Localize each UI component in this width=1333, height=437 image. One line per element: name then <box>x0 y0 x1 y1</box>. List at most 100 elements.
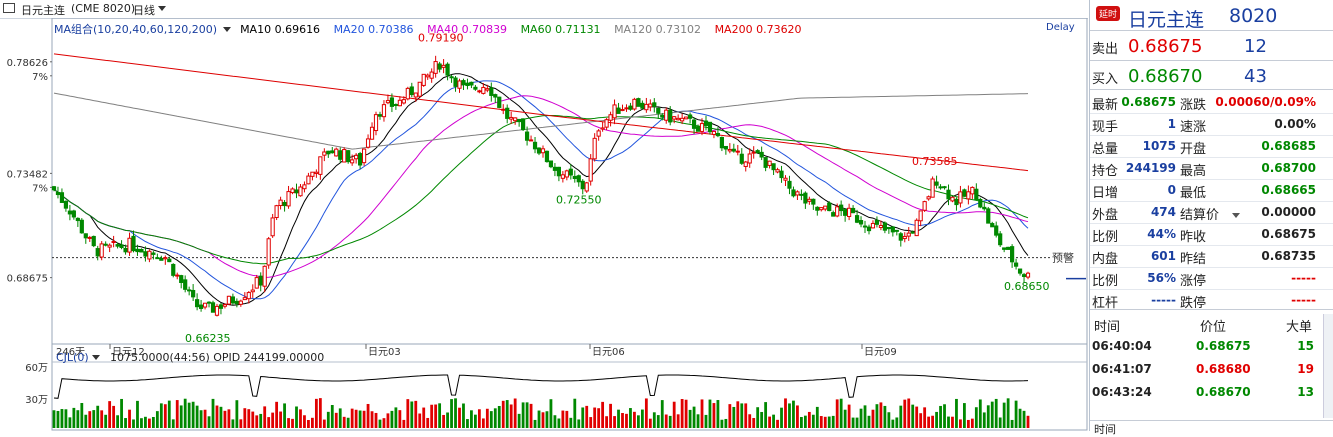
candle-body <box>131 235 136 252</box>
candle-body <box>815 206 820 211</box>
volume-bar <box>287 418 290 428</box>
sell-qty: 12 <box>1244 36 1267 57</box>
stat-label: 日增 <box>1092 186 1119 201</box>
candle-body <box>385 100 391 104</box>
candle-body <box>552 166 558 171</box>
volume-bar <box>398 410 402 428</box>
volume-bar <box>378 419 382 428</box>
quote-row: 外盘 474 结算价 0.00000 <box>1090 202 1333 223</box>
candle-body <box>644 103 649 111</box>
volume-bar <box>899 405 903 428</box>
ma120-line <box>53 92 1029 150</box>
candle-body <box>143 251 148 257</box>
volume-bar <box>1018 408 1022 428</box>
volume-bar <box>394 407 398 428</box>
volume-bar <box>974 407 978 428</box>
candle-body <box>624 107 629 110</box>
candle-body <box>485 88 490 91</box>
candle-body <box>222 304 228 307</box>
volume-bar <box>151 416 155 428</box>
volume-bar <box>215 405 219 428</box>
candle-body <box>365 138 371 148</box>
tick-lots: 15 <box>1297 339 1314 353</box>
chevron-down-icon[interactable] <box>91 355 100 360</box>
ma10-value: MA10 0.69616 <box>240 23 321 36</box>
price-tick-label: 7% <box>32 183 48 194</box>
volume-bar <box>203 409 207 428</box>
volume-bar <box>843 409 847 428</box>
ma200-value: MA200 0.73620 <box>714 23 802 36</box>
kline-chart[interactable]: 0.78626 7% 0.73482 7% 0.68675 246天 日元12 日元03 日元0… <box>0 17 1088 431</box>
volume-bar <box>314 398 318 428</box>
candle-body <box>159 257 164 261</box>
candle-body <box>258 275 263 286</box>
volume-bar <box>195 405 199 428</box>
candle-body <box>505 107 510 119</box>
volume-indicator-title[interactable]: CJL(0) <box>56 351 102 364</box>
candle-body <box>691 119 697 129</box>
candle-body <box>71 210 76 218</box>
candle-body <box>513 117 518 122</box>
stat-value: 0.68675 <box>1261 227 1316 241</box>
chevron-down-icon[interactable] <box>222 27 231 32</box>
volume-bar <box>621 413 624 428</box>
volume-bar <box>851 417 855 428</box>
candle-body <box>282 201 287 207</box>
candle-body <box>95 248 100 257</box>
candle-body <box>314 171 319 174</box>
stat-value: 0.68685 <box>1261 139 1316 153</box>
candle-body <box>167 258 172 263</box>
volume-bar <box>358 410 362 428</box>
volume-bar <box>1014 400 1018 428</box>
kline-svg[interactable]: 0.78626 7% 0.73482 7% 0.68675 246天 日元12 日元03 日元0… <box>0 17 1088 431</box>
volume-bar <box>330 405 334 428</box>
candle-body <box>99 243 104 258</box>
window-icon[interactable] <box>3 3 15 13</box>
volume-bar <box>708 399 712 428</box>
candle-body <box>238 300 243 305</box>
candle-body <box>548 160 554 168</box>
candle-body <box>381 104 387 118</box>
sell-label: 卖出 <box>1092 42 1119 57</box>
ma-group-label[interactable]: MA组合(10,20,40,60,120,200) <box>54 23 218 36</box>
candle-body <box>735 150 740 153</box>
volume-bar <box>493 408 497 428</box>
tick-scrollbar[interactable] <box>1323 314 1333 418</box>
volume-bar <box>525 402 529 428</box>
candle-body <box>771 163 776 171</box>
volume-bar <box>68 417 72 428</box>
candle-body <box>473 86 478 90</box>
volume-bar <box>239 419 243 428</box>
candle-body <box>930 178 935 198</box>
volume-bar <box>772 414 775 428</box>
candle-body <box>755 150 760 154</box>
volume-bar <box>859 408 863 428</box>
candle-body <box>179 275 184 283</box>
volume-bar <box>171 419 175 428</box>
volume-bar <box>307 419 310 428</box>
volume-bar <box>183 398 187 428</box>
period-selector[interactable]: 日线 <box>133 4 155 17</box>
volume-bar <box>660 400 664 428</box>
candle-body <box>477 90 482 93</box>
volume-bar <box>573 398 577 428</box>
volume-bar <box>589 417 593 428</box>
volume-bar <box>163 404 167 428</box>
volume-bar <box>625 413 628 428</box>
stat-label: 涨停 <box>1180 274 1207 289</box>
candle-body <box>850 207 856 214</box>
chevron-down-icon[interactable] <box>158 6 166 11</box>
stat-value: 0.68735 <box>1261 249 1316 263</box>
candle-body <box>198 304 204 309</box>
stat-label: 涨跌 <box>1180 98 1207 113</box>
volume-bar <box>128 409 131 428</box>
volume-bar <box>481 418 485 428</box>
volume-bar <box>231 419 235 428</box>
volume-bar <box>652 412 656 428</box>
volume-bar <box>64 409 68 428</box>
stat-label: 最新 <box>1092 98 1119 113</box>
candle-body <box>807 198 812 202</box>
chevron-down-icon[interactable] <box>1232 213 1240 218</box>
volume-bar <box>684 399 688 428</box>
candle-body <box>854 215 860 223</box>
